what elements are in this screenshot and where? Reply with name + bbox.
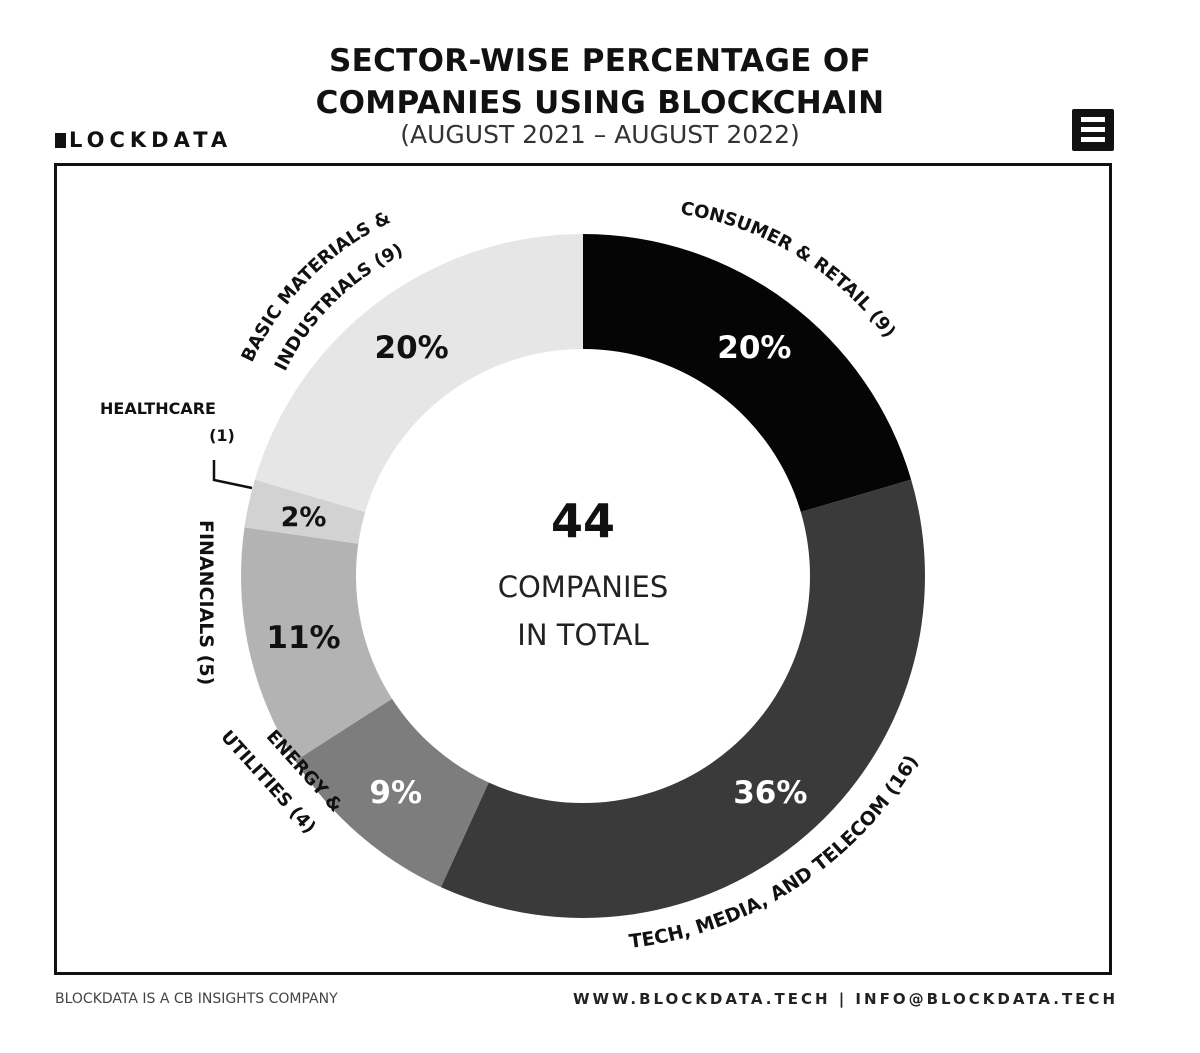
donut-slice-0 (583, 234, 912, 513)
blockdata-logo-icon (1072, 109, 1114, 151)
donut-slice-2 (295, 698, 489, 888)
total-caption-line-2: IN TOTAL (517, 618, 648, 652)
donut-slice-4 (244, 479, 366, 544)
donut-slice-5 (254, 234, 584, 513)
slice-percent-label-1: 36% (733, 775, 807, 811)
slice-percent-label-2: 9% (369, 775, 422, 811)
total-count: 44 (551, 494, 615, 548)
brand-wordmark-text: LOCKDATA (69, 128, 233, 152)
chart-title-line-1: SECTOR-WISE PERCENTAGE OF (329, 43, 871, 79)
sector-label-financials: FINANCIALS (5) (195, 520, 217, 685)
brand-wordmark: LOCKDATA (55, 128, 232, 152)
donut-slice-3 (241, 527, 393, 761)
total-caption-line-1: COMPANIES (498, 570, 669, 604)
sector-label-healthcare-line-1: HEALTHCARE (100, 399, 216, 418)
slice-percent-label-5: 20% (375, 330, 449, 366)
footer-attribution: BLOCKDATA IS A CB INSIGHTS COMPANY (55, 991, 338, 1007)
sector-label-healthcare-line-2: (1) (209, 426, 235, 445)
slice-percent-label-3: 11% (266, 620, 340, 656)
donut-slice-1 (440, 479, 926, 918)
chart-frame (54, 163, 1112, 975)
chart-subtitle: (AUGUST 2021 – AUGUST 2022) (400, 120, 800, 149)
chart-title: SECTOR-WISE PERCENTAGE OF COMPANIES USIN… (0, 40, 1200, 124)
slice-percent-label-4: 2% (281, 502, 327, 533)
footer-contact: WWW.BLOCKDATA.TECH | INFO@BLOCKDATA.TECH (572, 990, 1118, 1008)
slice-percent-label-0: 20% (717, 330, 791, 366)
center-label: 44 COMPANIES IN TOTAL (498, 494, 669, 652)
brand-b-mark-icon (55, 133, 66, 148)
healthcare-leader-line (212, 460, 253, 490)
chart-title-line-2: COMPANIES USING BLOCKCHAIN (315, 85, 885, 121)
